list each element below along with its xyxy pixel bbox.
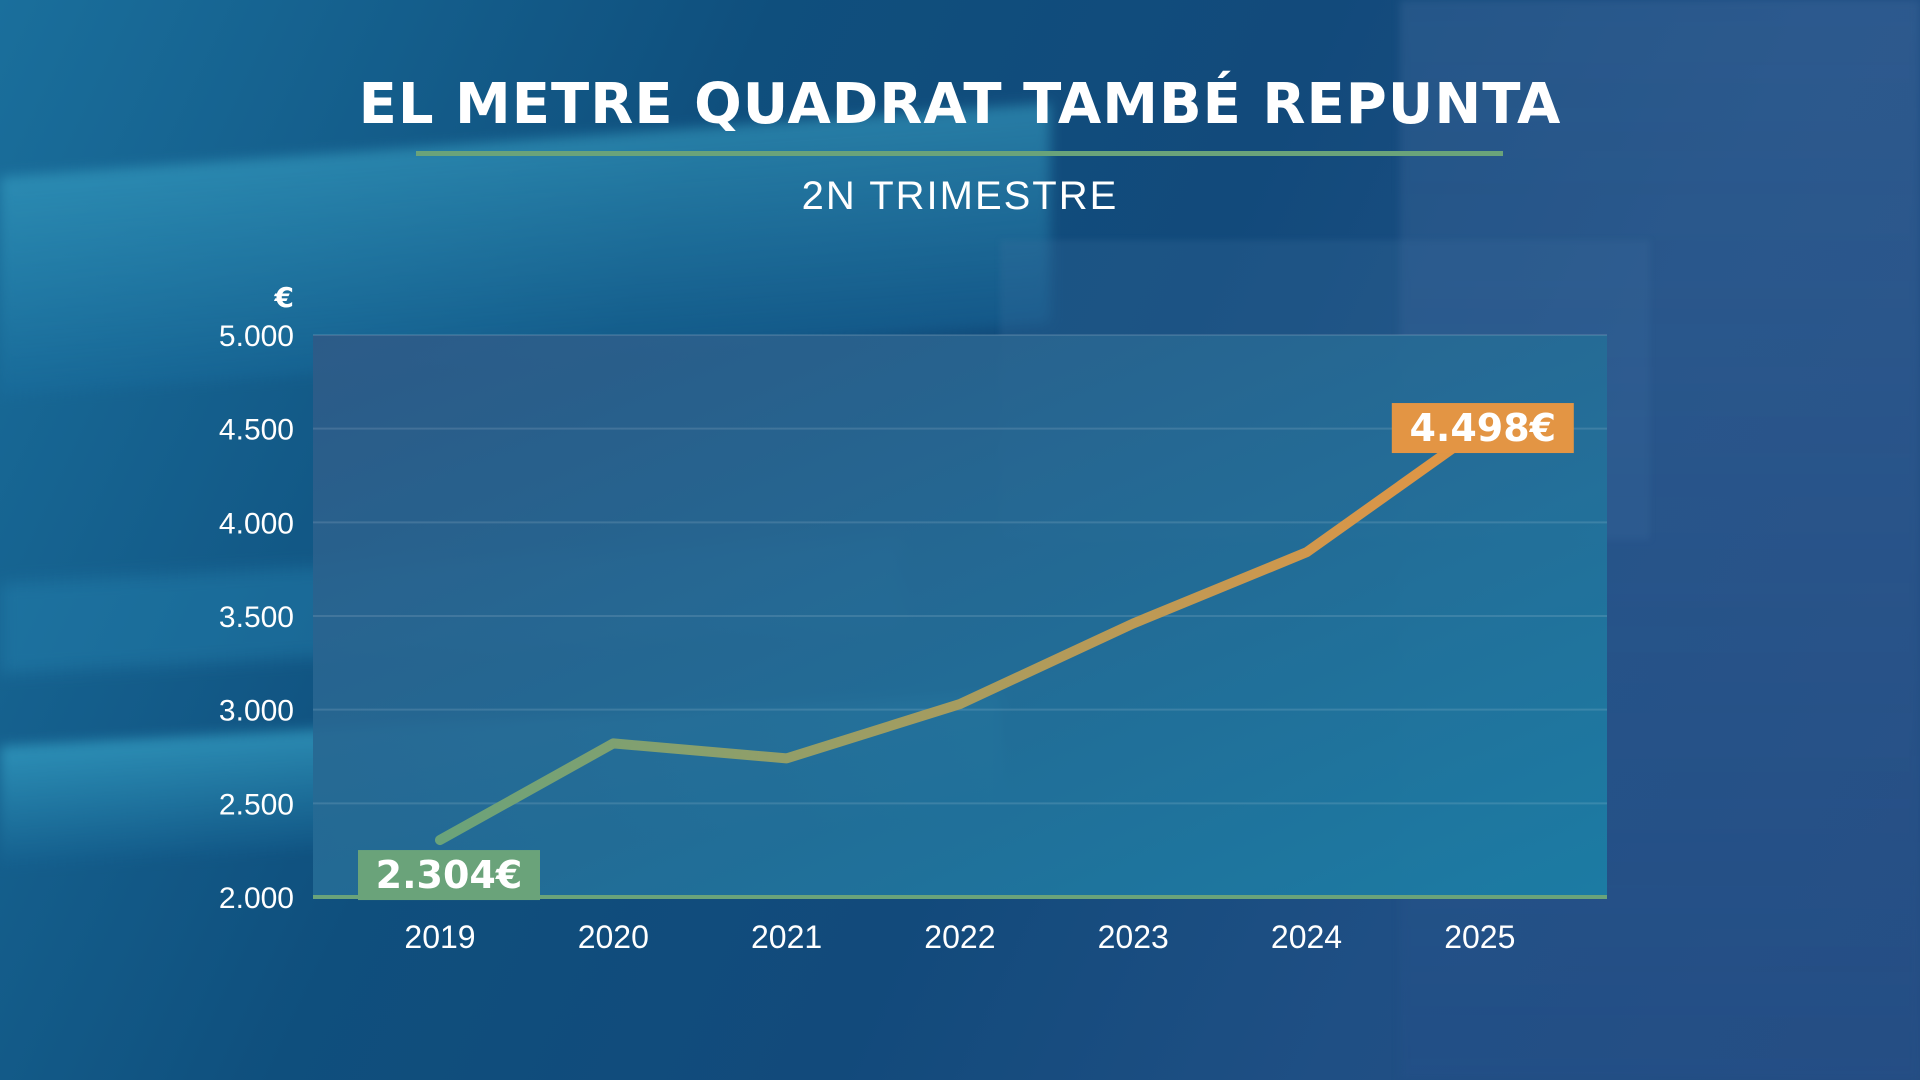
data-point: [1133, 623, 1134, 624]
x-tick-label: 2023: [1098, 919, 1169, 955]
data-label-text: 4.498€: [1409, 406, 1556, 450]
y-tick-label: 4.000: [219, 507, 294, 540]
x-tick-label: 2022: [924, 919, 995, 955]
y-tick-label: 2.500: [219, 788, 294, 821]
y-tick-label: 2.000: [219, 882, 294, 915]
y-tick-label: 3.500: [219, 601, 294, 634]
x-tick-label: 2024: [1271, 919, 1342, 955]
data-point: [959, 704, 960, 705]
x-tick-label: 2019: [404, 919, 475, 955]
data-label-text: 2.304€: [376, 853, 523, 897]
y-axis-label: €: [274, 281, 294, 314]
title-underline: [416, 151, 1503, 156]
plot-area: [313, 335, 1607, 897]
x-tick-label: 2025: [1444, 919, 1515, 955]
series-line: [435, 424, 1485, 846]
data-point: [613, 743, 614, 744]
data-label: 2.304€: [358, 850, 540, 901]
data-point: [1306, 552, 1307, 553]
chart-subtitle: 2N TRIMESTRE: [801, 174, 1119, 218]
data-point: [440, 840, 441, 841]
chart-title: EL METRE QUADRAT TAMBÉ REPUNTA: [358, 72, 1562, 137]
data-label-badge: [1391, 403, 1574, 454]
x-tick-label: 2020: [578, 919, 649, 955]
y-tick-label: 3.000: [219, 695, 294, 728]
data-label-badge: [358, 850, 540, 901]
data-point: [786, 758, 787, 759]
x-tick-label: 2021: [751, 919, 822, 955]
y-tick-label: 5.000: [219, 320, 294, 353]
data-label: 4.498€: [1391, 403, 1574, 454]
y-tick-label: 4.500: [219, 414, 294, 447]
